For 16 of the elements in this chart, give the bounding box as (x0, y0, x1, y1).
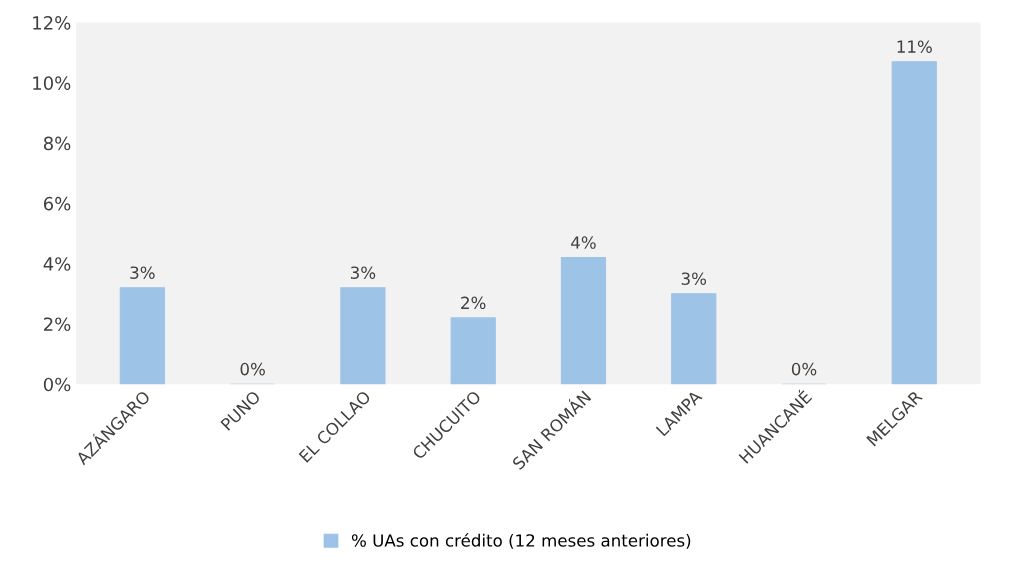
y-tick-label: 2% (44, 317, 71, 332)
y-tick-label: 4% (43, 257, 71, 271)
data-label: 11% (897, 40, 932, 53)
data-label: 0% (791, 362, 817, 376)
y-tick-label: 8% (43, 136, 71, 151)
data-label: 3% (681, 272, 707, 286)
data-label: 0% (240, 362, 265, 376)
y-tick-label: 0% (43, 377, 71, 392)
data-label: 2% (461, 296, 486, 310)
legend-label: % UAs con crédito (12 meses anteriores) (351, 533, 691, 549)
y-tick-label: 10% (33, 76, 71, 90)
data-label: 3% (130, 266, 155, 279)
y-tick-label: 6% (43, 196, 71, 211)
data-label: 3% (350, 266, 376, 279)
data-label: 4% (571, 236, 596, 249)
y-tick-label: 12% (33, 16, 71, 30)
